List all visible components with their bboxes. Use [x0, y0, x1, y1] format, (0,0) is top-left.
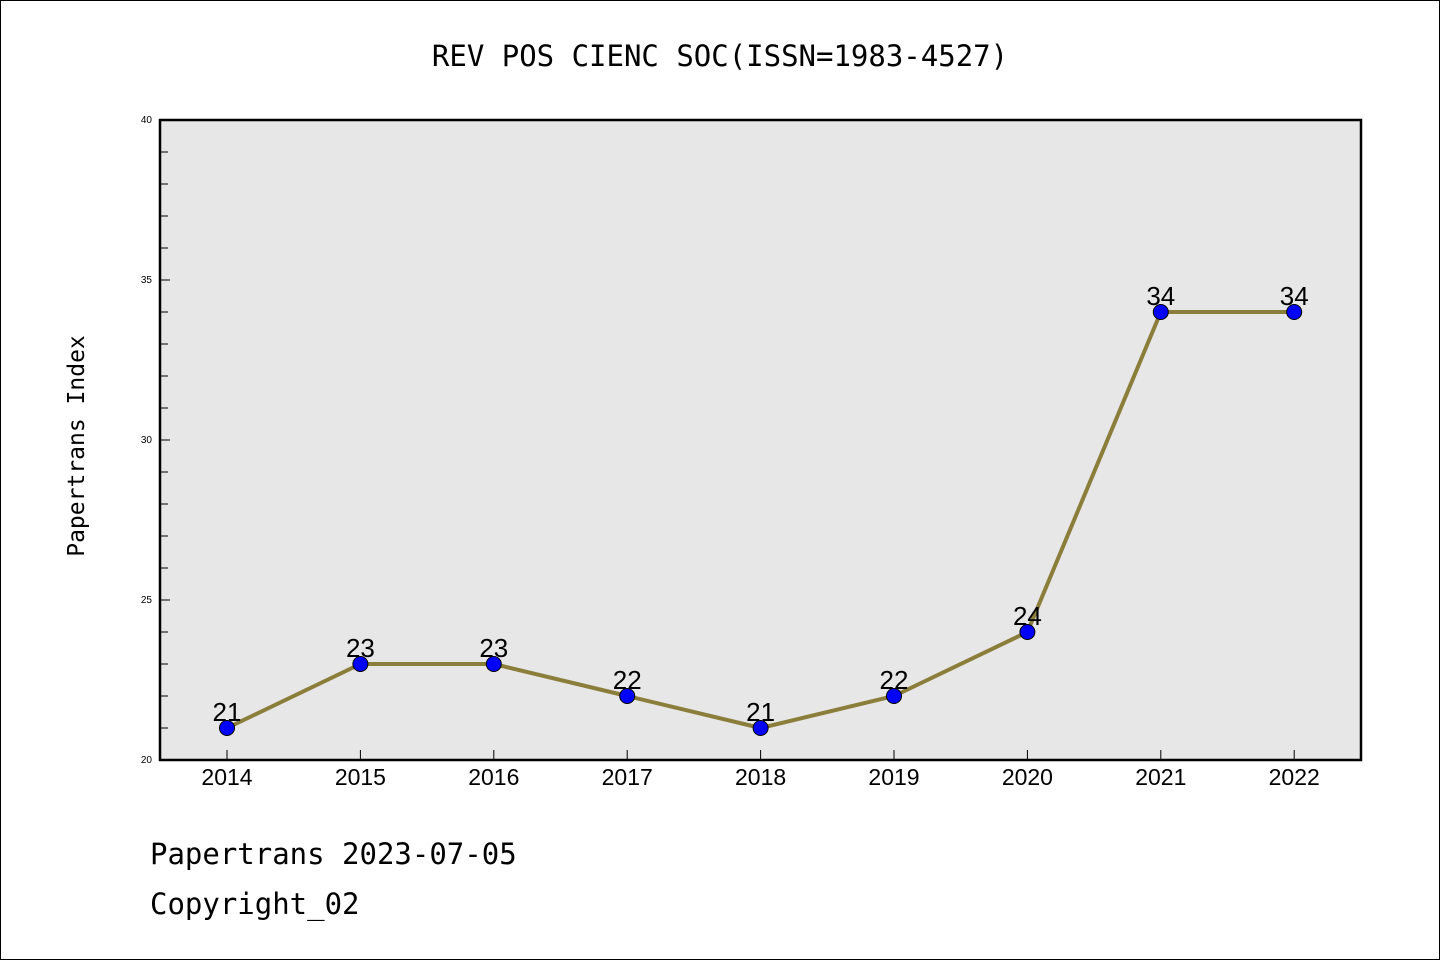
- plot-border: [158, 118, 1363, 762]
- x-tick-label: 2015: [335, 764, 386, 790]
- data-point-marker: [1152, 304, 1169, 320]
- y-tick-label: 40: [141, 115, 153, 126]
- marker-group: [219, 304, 1303, 736]
- data-point-label: 22: [880, 665, 909, 695]
- data-point-marker: [1286, 304, 1303, 320]
- x-tick-label: 2018: [735, 764, 786, 790]
- data-point-marker: [752, 720, 769, 736]
- data-point-marker: [485, 656, 502, 672]
- data-point-marker: [219, 720, 235, 736]
- x-tick-label: 2022: [1269, 764, 1320, 790]
- y-tick-label: 35: [141, 275, 153, 286]
- data-label-group: 21 23 23 22 21 22 24 34 34: [213, 281, 1309, 727]
- y-axis-label: Papertrans Index: [64, 335, 90, 557]
- x-tick-label: 2020: [1002, 764, 1053, 790]
- x-tick-label: 2019: [868, 764, 919, 790]
- data-point-label: 23: [346, 633, 375, 663]
- x-tick-label: 2016: [468, 764, 519, 790]
- data-point-label: 24: [1013, 601, 1042, 631]
- data-point-label: 34: [1280, 281, 1309, 311]
- y-tick-label: 30: [141, 435, 153, 446]
- data-point-marker: [619, 688, 636, 704]
- data-point-label: 23: [479, 633, 508, 663]
- data-point-marker: [1019, 624, 1036, 640]
- y-tick-label: 20: [141, 755, 153, 766]
- chart-title: REV POS CIENC SOC(ISSN=1983-4527): [432, 39, 1008, 73]
- data-point-label: 34: [1146, 281, 1175, 311]
- footer-date: Papertrans 2023-07-05: [150, 837, 517, 871]
- data-point-marker: [886, 688, 902, 704]
- y-tick-label: 25: [141, 595, 153, 606]
- x-tick-label: 2017: [602, 764, 653, 790]
- data-point-label: 21: [213, 697, 242, 727]
- x-tick-label: 2021: [1135, 764, 1186, 790]
- x-tick-label: 2014: [201, 764, 252, 790]
- data-point-label: 21: [746, 697, 775, 727]
- x-axis: 2014 2015 2016 2017 2018 2019 2020 2021 2022: [201, 750, 1320, 790]
- data-point-marker: [352, 656, 369, 672]
- data-point-label: 22: [613, 665, 642, 695]
- footer-copyright: Copyright_02: [150, 887, 360, 922]
- plot-area: [160, 120, 1361, 760]
